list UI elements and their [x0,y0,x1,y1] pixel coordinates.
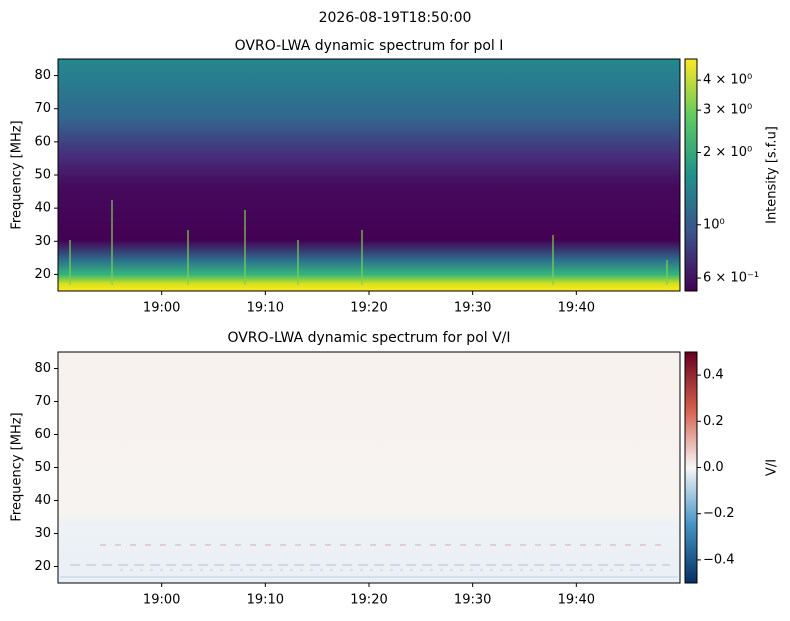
colorbar-tick-label: 2 × 10⁰ [703,145,752,160]
colorbar-tick-label: −0.4 [703,552,735,567]
colorbar [684,351,698,584]
colorbar [684,58,698,292]
figure-title: 2026-08-19T18:50:00 [319,10,472,26]
colorbar-tick-label: 0.2 [703,414,724,429]
colorbar-tick-label: 10⁰ [703,217,725,232]
y-tick-label: 50 [34,168,51,183]
y-tick-label: 60 [34,427,51,442]
colorbar-tick-label: −0.2 [703,506,735,521]
x-tick-label: 19:20 [350,301,387,316]
y-tick-label: 20 [34,559,51,574]
spectrum-image [57,351,681,584]
colorbar-tick-label: 4 × 10⁰ [703,73,752,88]
subplot-title: OVRO-LWA dynamic spectrum for pol V/I [227,330,510,346]
y-tick-label: 80 [34,361,51,376]
x-tick-label: 19:00 [143,301,180,316]
y-tick-label: 30 [34,526,51,541]
y-axis-label: Frequency [MHz] [10,412,25,521]
y-axis-label: Frequency [MHz] [10,120,25,229]
y-tick-label: 70 [34,394,51,409]
y-tick-label: 80 [34,68,51,83]
subplot-title: OVRO-LWA dynamic spectrum for pol I [235,38,504,54]
y-tick-label: 40 [34,493,51,508]
y-tick-label: 30 [34,234,51,249]
x-tick-label: 19:20 [350,593,387,608]
y-tick-label: 20 [34,267,51,282]
x-tick-label: 19:10 [247,301,284,316]
spectrum-image [57,58,681,292]
x-tick-label: 19:30 [454,301,491,316]
x-tick-label: 19:00 [143,593,180,608]
y-tick-label: 50 [34,460,51,475]
y-tick-label: 40 [34,201,51,216]
colorbar-tick-label: 0.4 [703,368,724,383]
colorbar-tick-label: 0.0 [703,460,724,475]
y-tick-label: 70 [34,101,51,116]
colorbar-label: Intensity [s.f.u] [765,126,780,224]
colorbar-tick-label: 6 × 10⁻¹ [703,271,759,286]
colorbar-tick-label: 3 × 10⁰ [703,103,752,118]
x-tick-label: 19:40 [558,593,595,608]
x-tick-label: 19:10 [247,593,284,608]
x-tick-label: 19:40 [558,301,595,316]
x-tick-label: 19:30 [454,593,491,608]
colorbar-label: V/I [765,459,780,476]
y-tick-label: 60 [34,134,51,149]
